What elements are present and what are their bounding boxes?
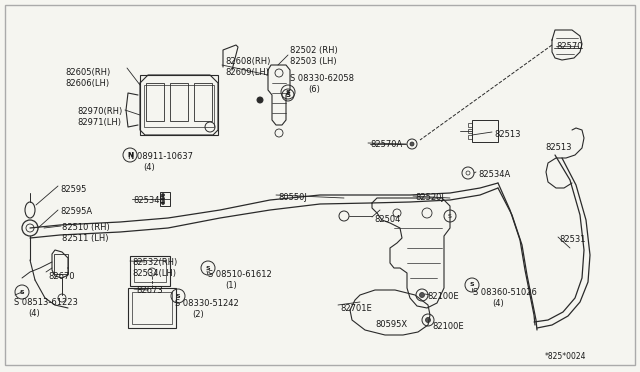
Text: S: S bbox=[20, 289, 24, 295]
Text: 82605(RH): 82605(RH) bbox=[65, 68, 110, 77]
Circle shape bbox=[257, 97, 263, 103]
Text: (6): (6) bbox=[308, 85, 320, 94]
Text: 82595: 82595 bbox=[60, 185, 86, 194]
Text: (2): (2) bbox=[192, 310, 204, 319]
Text: 82670: 82670 bbox=[48, 272, 75, 281]
Text: S 08510-61612: S 08510-61612 bbox=[208, 270, 272, 279]
Text: 82531: 82531 bbox=[559, 235, 586, 244]
Text: S 08360-51026: S 08360-51026 bbox=[473, 288, 537, 297]
Text: (4): (4) bbox=[143, 163, 155, 172]
Text: (4): (4) bbox=[28, 309, 40, 318]
Text: 82606(LH): 82606(LH) bbox=[65, 79, 109, 88]
Text: S: S bbox=[470, 282, 474, 288]
Bar bbox=[170, 83, 188, 121]
Bar bbox=[160, 192, 170, 206]
Bar bbox=[128, 288, 176, 328]
Text: 82534(LH): 82534(LH) bbox=[132, 269, 176, 278]
Bar bbox=[144, 85, 214, 127]
Text: S 08330-51242: S 08330-51242 bbox=[175, 299, 239, 308]
Text: *825*0024: *825*0024 bbox=[545, 352, 586, 361]
Bar bbox=[146, 83, 164, 121]
Bar bbox=[468, 129, 472, 133]
Bar bbox=[194, 83, 212, 121]
Bar bbox=[54, 254, 68, 274]
Text: 82534B: 82534B bbox=[133, 196, 165, 205]
Text: N 08911-10637: N 08911-10637 bbox=[128, 152, 193, 161]
Text: 80595X: 80595X bbox=[375, 320, 407, 329]
Bar bbox=[468, 135, 472, 139]
Text: 82609(LH): 82609(LH) bbox=[225, 68, 269, 77]
Text: (1): (1) bbox=[225, 281, 237, 290]
Text: 82701E: 82701E bbox=[340, 304, 372, 313]
Text: 82971(LH): 82971(LH) bbox=[77, 118, 121, 127]
Circle shape bbox=[410, 142, 414, 146]
Bar bbox=[140, 75, 218, 135]
Text: 82513: 82513 bbox=[494, 130, 520, 139]
Text: 82511 (LH): 82511 (LH) bbox=[62, 234, 109, 243]
Text: 82970(RH): 82970(RH) bbox=[77, 107, 122, 116]
Text: 82673: 82673 bbox=[136, 286, 163, 295]
Text: 82503 (LH): 82503 (LH) bbox=[290, 57, 337, 66]
Bar bbox=[134, 260, 166, 282]
Text: 82608(RH): 82608(RH) bbox=[225, 57, 270, 66]
Text: S: S bbox=[205, 266, 211, 270]
Bar bbox=[130, 256, 170, 286]
Circle shape bbox=[426, 317, 431, 323]
Text: N: N bbox=[127, 152, 133, 158]
Text: 82502 (RH): 82502 (RH) bbox=[290, 46, 338, 55]
Text: S 08330-62058: S 08330-62058 bbox=[290, 74, 354, 83]
Text: 82532(RH): 82532(RH) bbox=[132, 258, 177, 267]
Text: 82520J: 82520J bbox=[415, 193, 444, 202]
Text: 82570: 82570 bbox=[556, 42, 582, 51]
Circle shape bbox=[161, 202, 164, 205]
Text: 82100E: 82100E bbox=[427, 292, 459, 301]
Text: 82100E: 82100E bbox=[432, 322, 463, 331]
Bar bbox=[132, 292, 172, 324]
Bar bbox=[472, 120, 498, 142]
Text: S: S bbox=[285, 92, 291, 98]
Circle shape bbox=[161, 193, 164, 196]
Bar bbox=[468, 123, 472, 127]
Text: 80550J: 80550J bbox=[278, 193, 307, 202]
Circle shape bbox=[161, 198, 164, 201]
Text: 82510 (RH): 82510 (RH) bbox=[62, 223, 109, 232]
Circle shape bbox=[419, 292, 424, 298]
Text: 82595A: 82595A bbox=[60, 207, 92, 216]
Text: (4): (4) bbox=[492, 299, 504, 308]
Text: 82534A: 82534A bbox=[478, 170, 510, 179]
Text: S: S bbox=[448, 214, 452, 218]
Text: 82504: 82504 bbox=[374, 215, 401, 224]
Text: S 08513-61223: S 08513-61223 bbox=[14, 298, 78, 307]
Text: 82513: 82513 bbox=[545, 143, 572, 152]
Text: S: S bbox=[285, 90, 291, 94]
Text: S: S bbox=[176, 294, 180, 298]
Text: 82570A: 82570A bbox=[370, 140, 403, 149]
